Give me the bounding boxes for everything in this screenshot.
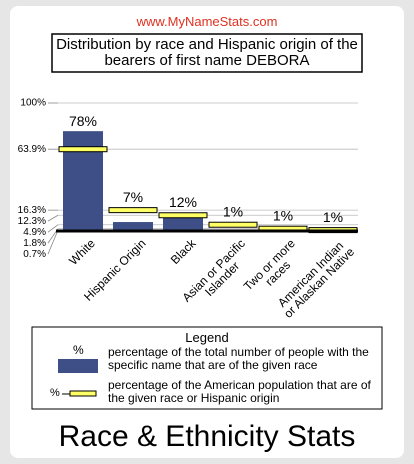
tick-mark [47,214,59,222]
y-tick-label: 1.8% [23,238,46,249]
tick-mark [47,224,59,233]
bar [113,222,153,231]
legend-symbol: % [73,343,84,357]
tick-mark [47,229,59,255]
site: www.MyNameStats.com [136,14,278,29]
value-label: 12% [169,194,197,210]
y-tick-label: 0.7% [23,249,46,260]
legend-symbol: % [50,387,60,399]
value-label: 1% [273,207,293,223]
legend-swatch [58,359,98,373]
value-label: 1% [223,203,243,219]
bar [63,131,103,231]
legend-label: percentage of the American population th… [108,378,371,405]
y-tick-label: 12.3% [18,216,46,227]
y-tick-label: 16.3% [18,205,46,216]
bar [163,215,203,231]
reference-marker [158,212,208,219]
title-box [51,33,363,73]
footer: Race & Ethnicity Stats [58,420,356,453]
y-tick-label: 100% [20,98,46,109]
legend-swatch [69,390,97,397]
reference-marker [58,146,108,153]
value-label: 1% [323,209,343,225]
legend-label: percentage of the total number of people… [108,345,369,372]
chart-title: Distribution by race and Hispanic origin… [56,36,358,69]
reference-marker [108,207,158,214]
value-label: 7% [123,189,143,205]
reference-marker [208,221,258,228]
value-label: 78% [69,113,97,129]
y-tick-label: 4.9% [23,227,46,238]
y-tick-label: 63.9% [18,144,46,155]
legend-title: Legend [185,330,229,345]
